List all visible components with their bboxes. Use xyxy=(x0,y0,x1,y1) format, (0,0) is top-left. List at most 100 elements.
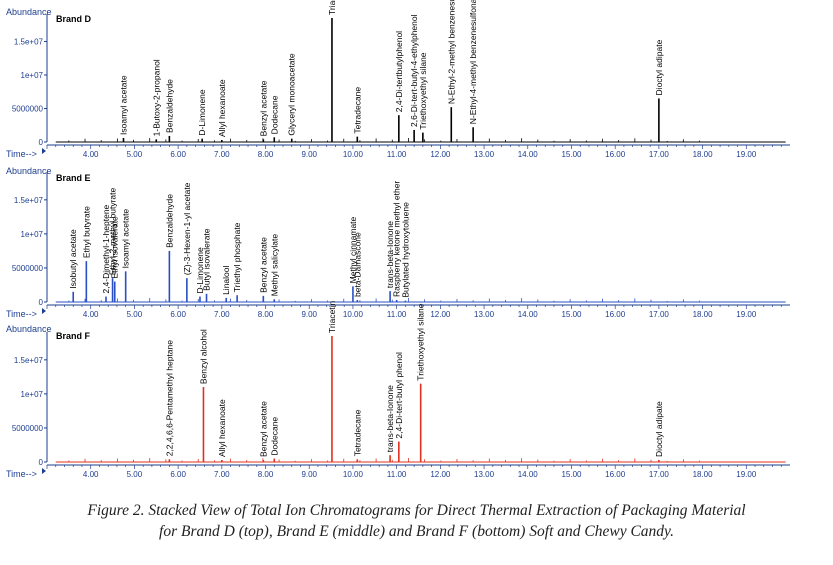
caption-line-2: for Brand D (top), Brand E (middle) and … xyxy=(159,523,674,540)
y-tick-label: 0 xyxy=(39,458,44,467)
peak-label: Ethyl-2-methyl butyrate xyxy=(108,187,118,275)
x-tick-label: 5.00 xyxy=(127,310,143,319)
peak-label: Tetradecane xyxy=(352,409,362,456)
x-tick-label: 14.00 xyxy=(518,150,539,159)
y-tick-label: 0 xyxy=(39,298,44,307)
x-tick-label: 4.00 xyxy=(83,310,99,319)
caption-line-1: Figure 2. Stacked View of Total Ion Chro… xyxy=(87,502,746,519)
x-tick-label: 11.00 xyxy=(387,470,407,479)
peak-label: Tetradecane xyxy=(352,87,362,134)
peak-label: N-Ethyl-2-methyl benzenesulfonamide xyxy=(446,0,456,104)
peak-label: Butyl isovalerate xyxy=(202,228,212,291)
peak-label: Raspberry ketone methyl ether xyxy=(392,181,402,297)
x-axis-title: Time--> xyxy=(6,149,37,159)
x-tick-label: 16.00 xyxy=(605,310,626,319)
x-tick-label: 7.00 xyxy=(214,310,230,319)
x-tick-label: 14.00 xyxy=(518,310,539,319)
peak-label: 2,4-Di-tertbutylphenol xyxy=(394,31,404,112)
x-tick-label: 8.00 xyxy=(258,310,274,319)
x-tick-label: 15.00 xyxy=(561,470,582,479)
x-tick-label: 17.00 xyxy=(649,470,670,479)
y-tick-label: 5000000 xyxy=(12,264,44,273)
peak-label: Triethyl phosphate xyxy=(232,222,242,292)
x-tick-label: 19.00 xyxy=(736,150,757,159)
y-axis-title: Abundance xyxy=(6,166,52,176)
y-tick-label: 0 xyxy=(39,138,44,147)
x-tick-label: 14.00 xyxy=(518,470,539,479)
x-axis-arrow xyxy=(42,468,46,474)
x-tick-label: 8.00 xyxy=(258,150,274,159)
x-tick-label: 7.00 xyxy=(214,150,230,159)
x-tick-label: 15.00 xyxy=(561,310,582,319)
x-tick-label: 9.00 xyxy=(301,150,317,159)
peak-label: 2,6-Di-tert-butyl-4-ethylphenol xyxy=(409,14,419,127)
x-tick-label: 7.00 xyxy=(214,470,230,479)
panel-title: Brand E xyxy=(56,173,91,183)
peak-label: trans-beta-Ionone xyxy=(385,385,395,452)
y-tick-label: 1.5e+07 xyxy=(14,196,44,205)
peak-label: Dioctyl adipate xyxy=(654,401,664,457)
peak-label: D-Limonene xyxy=(197,89,207,136)
peak-label: Ethyl isovalerate xyxy=(110,216,120,279)
y-axis-title: Abundance xyxy=(6,324,52,334)
peak-label: Linalool xyxy=(221,266,231,295)
peak-label: Benzaldehyde xyxy=(164,194,174,248)
peak-label: Methyl cinnamate xyxy=(348,216,358,283)
x-tick-label: 10.00 xyxy=(343,150,364,159)
x-tick-label: 13.00 xyxy=(474,470,495,479)
stacked-chromatograms: Abundance Brand D 0 5000000 1e+07 1.5e+07 4.00… xyxy=(6,0,790,479)
y-tick-label: 1e+07 xyxy=(21,71,44,80)
peak-label: Benzyl acetate xyxy=(258,80,268,136)
x-axis-arrow xyxy=(42,308,46,314)
x-tick-label: 18.00 xyxy=(693,310,714,319)
peak-label: Triethoxyethyl silane xyxy=(416,303,426,380)
peak-label: beta-Damascone xyxy=(352,232,362,297)
x-tick-label: 17.00 xyxy=(649,150,670,159)
x-tick-label: 11.00 xyxy=(387,310,407,319)
panel-title: Brand D xyxy=(56,14,92,24)
y-tick-label: 5000000 xyxy=(12,424,44,433)
peak-label: Allyl hexanoate xyxy=(217,399,227,457)
x-tick-label: 6.00 xyxy=(170,310,186,319)
x-tick-label: 18.00 xyxy=(693,150,714,159)
peak-label: Triacetin xyxy=(327,0,337,15)
x-tick-label: 17.00 xyxy=(649,310,670,319)
x-tick-label: 11.00 xyxy=(387,150,407,159)
peak-label: Butylated hydroxytoluene xyxy=(400,202,410,298)
x-tick-label: 10.00 xyxy=(343,470,364,479)
peak-label: Methyl salicylate xyxy=(269,234,279,297)
peak-label: Benzyl acetate xyxy=(258,237,268,293)
peak-label: Ethyl butyrate xyxy=(81,206,91,258)
x-tick-label: 5.00 xyxy=(127,470,143,479)
x-tick-label: 13.00 xyxy=(474,310,495,319)
x-tick-label: 6.00 xyxy=(170,470,186,479)
peak-label: Benzyl alcohol xyxy=(198,329,208,384)
peak-label: N-Ethyl-4-methyl benzenesulfonamide xyxy=(468,0,478,124)
x-tick-label: 16.00 xyxy=(605,150,626,159)
peak-label: Benzyl acetate xyxy=(258,401,268,457)
peak-label: Dioctyl adipate xyxy=(654,39,664,95)
x-tick-label: 10.00 xyxy=(343,310,364,319)
x-tick-label: 16.00 xyxy=(605,470,626,479)
x-tick-label: 12.00 xyxy=(430,470,451,479)
x-tick-label: 9.00 xyxy=(301,310,317,319)
peak-label: 2,4-Di-tert-butyl phenol xyxy=(394,352,404,439)
x-tick-label: 6.00 xyxy=(170,150,186,159)
x-tick-label: 4.00 xyxy=(83,150,99,159)
peak-label: Benzaldehyde xyxy=(164,79,174,133)
peak-label: Isoamyl acetate xyxy=(118,75,128,135)
x-tick-label: 18.00 xyxy=(693,470,714,479)
panel-title: Brand F xyxy=(56,331,91,341)
x-tick-label: 4.00 xyxy=(83,470,99,479)
x-tick-label: 8.00 xyxy=(258,470,274,479)
peak-label: Allyl hexanoate xyxy=(217,79,227,137)
x-axis-arrow xyxy=(42,148,46,154)
peak-label: Dodecane xyxy=(269,417,279,456)
y-tick-label: 1e+07 xyxy=(21,390,44,399)
peak-label: 2,4-Dimethyl-1-heptene xyxy=(101,204,111,293)
peak-label: Isoamyl acetate xyxy=(121,209,131,269)
y-tick-label: 1.5e+07 xyxy=(14,37,44,46)
x-tick-label: 15.00 xyxy=(561,150,582,159)
figure-caption: Figure 2. Stacked View of Total Ion Chro… xyxy=(0,500,833,542)
x-axis-title: Time--> xyxy=(6,309,37,319)
